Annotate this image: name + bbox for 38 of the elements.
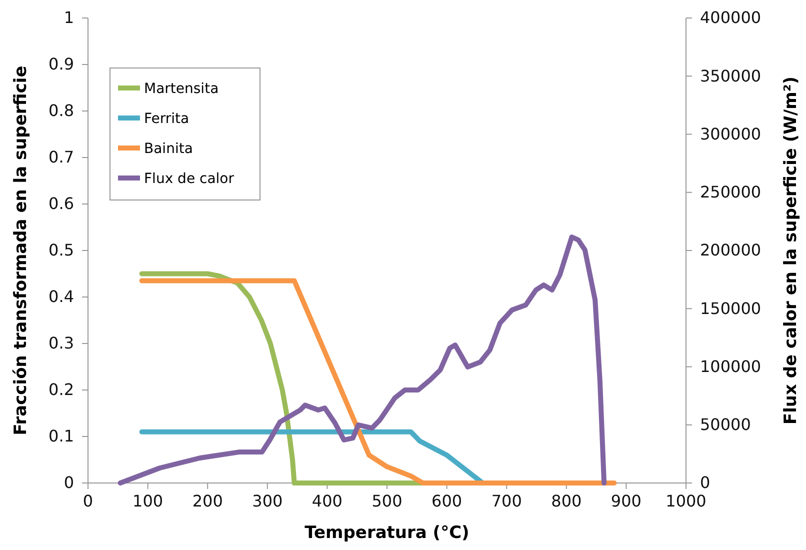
- x-tick-label: 500: [372, 491, 402, 510]
- y-tick-label: 0.4: [48, 287, 74, 306]
- y2-tick-label: 200000: [700, 240, 762, 260]
- x-axis-title: Temperatura (°C): [304, 523, 470, 543]
- legend-label: Bainita: [144, 141, 193, 157]
- y-tick-label: 0.1: [48, 426, 74, 446]
- y2-tick-label: 350000: [700, 66, 762, 86]
- x-tick-label: 400: [312, 491, 342, 510]
- x-tick-label: 100: [132, 491, 164, 510]
- y-tick-label: 1: [64, 8, 74, 28]
- y2-tick-label: 250000: [700, 182, 762, 202]
- x-tick-label: 0: [82, 491, 94, 510]
- y2-tick-label: 100000: [700, 356, 762, 376]
- legend-label: Martensita: [144, 81, 219, 97]
- x-tick-label: 1000: [666, 491, 706, 510]
- y-tick-label: 0.3: [48, 334, 74, 353]
- y-tick-label: 0: [64, 473, 74, 492]
- y-tick-label: 0.7: [48, 148, 74, 167]
- legend-label: Ferrita: [144, 111, 190, 127]
- y2-tick-label: 300000: [700, 124, 762, 144]
- legend-label: Flux de calor: [144, 171, 234, 187]
- x-tick-label: 800: [551, 491, 582, 510]
- x-tick-label: 300: [252, 491, 283, 510]
- y2-tick-label: 150000: [700, 298, 762, 318]
- y-tick-label: 0.8: [48, 101, 74, 120]
- y2-tick-label: 0: [700, 473, 710, 492]
- y2-axis-title: Flux de calor en la superficie (W/m²): [781, 76, 801, 425]
- x-tick-label: 600: [432, 491, 462, 510]
- y-tick-label: 0.2: [48, 380, 74, 400]
- y-axis-title: Fracción transformada en la superficie: [11, 66, 31, 436]
- y-tick-label: 0.9: [48, 54, 74, 74]
- x-tick-label: 900: [610, 491, 642, 510]
- y2-tick-label: 50000: [700, 414, 751, 434]
- y2-tick-label: 400000: [700, 8, 762, 28]
- y-tick-label: 0.6: [48, 194, 74, 214]
- x-tick-label: 700: [491, 491, 522, 510]
- y-tick-label: 0.5: [48, 240, 74, 260]
- x-tick-label: 200: [192, 491, 223, 510]
